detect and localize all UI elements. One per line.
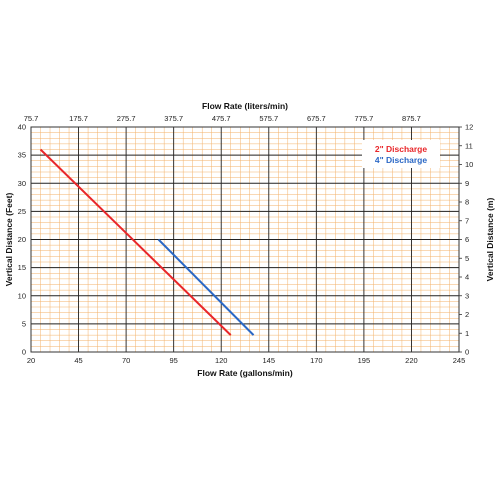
top-x-tick-label: 275.7 <box>117 114 136 123</box>
right-y-tick-label: 12 <box>465 123 473 132</box>
x-tick-label: 145 <box>263 356 276 365</box>
right-y-tick-label: 6 <box>465 235 469 244</box>
x-tick-label: 195 <box>358 356 371 365</box>
y-tick-label: 15 <box>18 263 26 272</box>
top-x-tick-label: 475.7 <box>212 114 231 123</box>
legend-entry-2in: 2" Discharge <box>375 144 427 154</box>
top-x-tick-label: 775.7 <box>354 114 373 123</box>
top-x-tick-label: 575.7 <box>259 114 278 123</box>
y-tick-label: 35 <box>18 151 26 160</box>
top-x-tick-label: 75.7 <box>24 114 39 123</box>
y-axis-title: Vertical Distance (Feet) <box>4 193 14 287</box>
right-y-tick-label: 5 <box>465 254 469 263</box>
x-tick-label: 95 <box>169 356 177 365</box>
major-gridlines <box>31 127 459 352</box>
right-y-tick-label: 3 <box>465 291 469 300</box>
right-y-axis-title: Vertical Distance (m) <box>485 198 495 282</box>
right-y-tick-label: 0 <box>465 348 469 357</box>
x-axis-title: Flow Rate (gallons/min) <box>197 368 293 378</box>
top-x-tick-label: 175.7 <box>69 114 88 123</box>
y-tick-label: 0 <box>22 348 26 357</box>
right-y-tick-label: 10 <box>465 160 473 169</box>
top-x-tick-label: 875.7 <box>402 114 421 123</box>
x-tick-label: 220 <box>405 356 418 365</box>
y-tick-label: 10 <box>18 291 26 300</box>
series-line-1 <box>157 238 255 336</box>
y-tick-label: 40 <box>18 123 26 132</box>
series-layer <box>39 148 255 336</box>
right-y-tick-label: 11 <box>465 141 473 150</box>
right-y-tick-label: 9 <box>465 179 469 188</box>
right-y-tick-label: 8 <box>465 198 469 207</box>
x-tick-label: 70 <box>122 356 130 365</box>
right-y-tick-label: 4 <box>465 273 469 282</box>
x-tick-label: 20 <box>27 356 35 365</box>
legend-entry-4in: 4" Discharge <box>375 155 427 165</box>
x-tick-label: 45 <box>74 356 82 365</box>
y-tick-label: 30 <box>18 179 26 188</box>
x-tick-label: 245 <box>453 356 466 365</box>
top-x-axis-title: Flow Rate (liters/min) <box>202 101 288 111</box>
x-tick-label: 170 <box>310 356 323 365</box>
x-tick-label: 120 <box>215 356 228 365</box>
legend-box <box>362 140 440 168</box>
series-line-0 <box>39 148 232 336</box>
right-y-tick-label: 1 <box>465 329 469 338</box>
right-y-tick-label: 7 <box>465 216 469 225</box>
top-x-tick-label: 675.7 <box>307 114 326 123</box>
legend: 2" Discharge 4" Discharge <box>362 140 440 168</box>
top-x-tick-label: 375.7 <box>164 114 183 123</box>
y-tick-label: 5 <box>22 319 26 328</box>
y-tick-label: 20 <box>18 235 26 244</box>
y-tick-label: 25 <box>18 207 26 216</box>
right-y-tick-label: 2 <box>465 310 469 319</box>
